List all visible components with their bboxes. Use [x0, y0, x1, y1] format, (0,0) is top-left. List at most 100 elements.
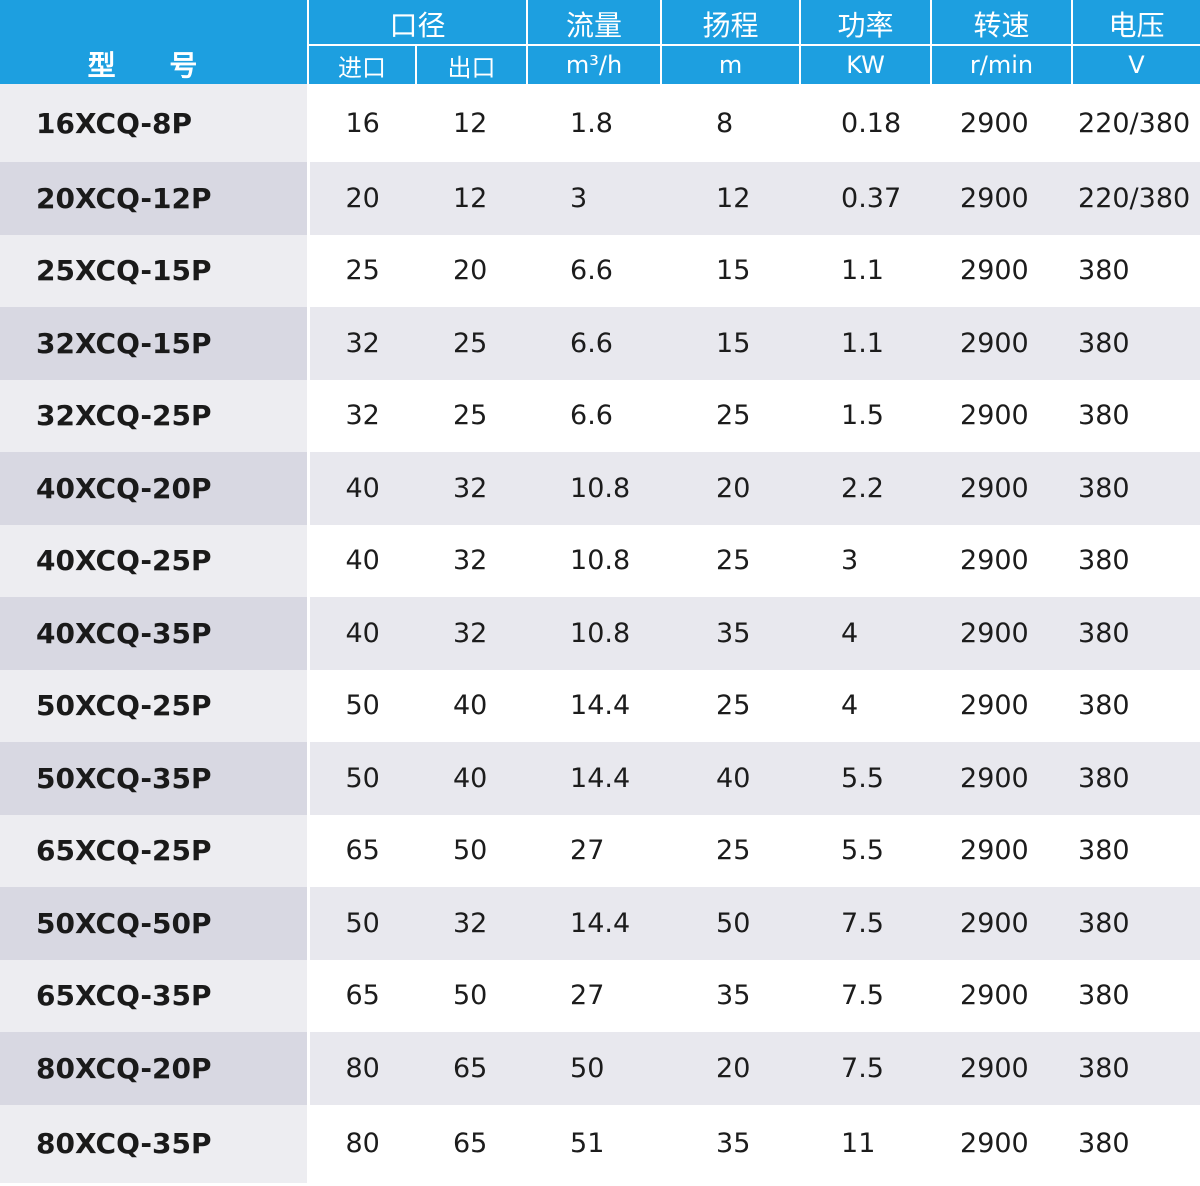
cell-outlet: 25: [416, 379, 528, 452]
header-speed-unit: r/min: [931, 44, 1074, 84]
cell-outlet: 65: [416, 1032, 528, 1105]
cell-voltage: 220/380: [1072, 162, 1200, 235]
cell-speed: 2900: [931, 597, 1073, 670]
cell-inlet: 65: [308, 814, 416, 887]
cell-outlet: 20: [416, 234, 528, 307]
cell-inlet: 50: [308, 669, 416, 742]
cell-head: 8: [661, 84, 801, 162]
cell-head: 35: [661, 1104, 801, 1183]
cell-power: 7.5: [800, 1032, 932, 1105]
cell-model: 50XCQ-50P: [0, 887, 310, 960]
cell-power: 2.2: [800, 452, 932, 525]
header-caliber: 口径: [308, 0, 529, 45]
cell-speed: 2900: [931, 742, 1073, 815]
cell-model: 40XCQ-35P: [0, 597, 310, 670]
cell-flow: 6.6: [527, 307, 662, 380]
header-power-unit: KW: [800, 44, 933, 84]
cell-model: 40XCQ-20P: [0, 452, 310, 525]
table-row: 25XCQ-15P 25 20 6.6 15 1.1 2900 380: [0, 234, 1200, 307]
cell-inlet: 40: [308, 452, 416, 525]
cell-head: 20: [661, 1032, 801, 1105]
table-row: 65XCQ-35P 65 50 27 35 7.5 2900 380: [0, 959, 1200, 1032]
cell-voltage: 380: [1072, 379, 1200, 452]
cell-inlet: 40: [308, 597, 416, 670]
cell-flow: 6.6: [527, 234, 662, 307]
cell-power: 1.5: [800, 379, 932, 452]
cell-flow: 14.4: [527, 669, 662, 742]
cell-head: 12: [661, 162, 801, 235]
cell-outlet: 32: [416, 597, 528, 670]
cell-speed: 2900: [931, 814, 1073, 887]
cell-head: 25: [661, 379, 801, 452]
cell-inlet: 25: [308, 234, 416, 307]
cell-model: 65XCQ-35P: [0, 959, 310, 1032]
cell-outlet: 32: [416, 887, 528, 960]
cell-power: 7.5: [800, 959, 932, 1032]
cell-model: 32XCQ-15P: [0, 307, 310, 380]
cell-model: 40XCQ-25P: [0, 524, 310, 597]
cell-speed: 2900: [931, 162, 1073, 235]
header-voltage: 电压: [1072, 0, 1200, 45]
header-outlet: 出口: [416, 44, 529, 84]
cell-inlet: 32: [308, 307, 416, 380]
cell-voltage: 380: [1072, 597, 1200, 670]
cell-voltage: 380: [1072, 1032, 1200, 1105]
cell-inlet: 32: [308, 379, 416, 452]
cell-speed: 2900: [931, 669, 1073, 742]
cell-outlet: 32: [416, 524, 528, 597]
cell-power: 4: [800, 669, 932, 742]
cell-model: 65XCQ-25P: [0, 814, 310, 887]
cell-voltage: 380: [1072, 959, 1200, 1032]
cell-speed: 2900: [931, 1032, 1073, 1105]
cell-outlet: 12: [416, 84, 528, 162]
cell-power: 0.37: [800, 162, 932, 235]
cell-flow: 3: [527, 162, 662, 235]
cell-outlet: 65: [416, 1104, 528, 1183]
cell-power: 5.5: [800, 814, 932, 887]
cell-voltage: 220/380: [1072, 84, 1200, 162]
cell-head: 35: [661, 959, 801, 1032]
cell-outlet: 32: [416, 452, 528, 525]
table-row: 65XCQ-25P 65 50 27 25 5.5 2900 380: [0, 814, 1200, 887]
cell-voltage: 380: [1072, 234, 1200, 307]
header-voltage-unit: V: [1072, 44, 1200, 84]
cell-voltage: 380: [1072, 669, 1200, 742]
table-header: 型 号 口径 流量 扬程 功率 转速 电压 进口 出口 m³/h m KW r/…: [0, 0, 1200, 84]
header-head: 扬程: [661, 0, 802, 45]
cell-outlet: 40: [416, 742, 528, 815]
cell-outlet: 50: [416, 814, 528, 887]
cell-head: 20: [661, 452, 801, 525]
cell-power: 1.1: [800, 307, 932, 380]
cell-voltage: 380: [1072, 887, 1200, 960]
table-row: 16XCQ-8P 16 12 1.8 8 0.18 2900 220/380: [0, 84, 1200, 162]
cell-voltage: 380: [1072, 742, 1200, 815]
cell-flow: 51: [527, 1104, 662, 1183]
table-row: 50XCQ-50P 50 32 14.4 50 7.5 2900 380: [0, 887, 1200, 960]
header-model: 型 号: [0, 0, 309, 84]
table-row: 40XCQ-25P 40 32 10.8 25 3 2900 380: [0, 524, 1200, 597]
cell-voltage: 380: [1072, 1104, 1200, 1183]
table-row: 20XCQ-12P 20 12 3 12 0.37 2900 220/380: [0, 162, 1200, 235]
cell-power: 0.18: [800, 84, 932, 162]
cell-head: 25: [661, 814, 801, 887]
cell-inlet: 20: [308, 162, 416, 235]
cell-flow: 1.8: [527, 84, 662, 162]
cell-model: 20XCQ-12P: [0, 162, 310, 235]
cell-inlet: 65: [308, 959, 416, 1032]
cell-head: 25: [661, 524, 801, 597]
cell-flow: 10.8: [527, 452, 662, 525]
cell-model: 16XCQ-8P: [0, 84, 310, 162]
table-row: 50XCQ-35P 50 40 14.4 40 5.5 2900 380: [0, 742, 1200, 815]
cell-speed: 2900: [931, 307, 1073, 380]
cell-speed: 2900: [931, 84, 1073, 162]
cell-flow: 10.8: [527, 597, 662, 670]
cell-flow: 50: [527, 1032, 662, 1105]
cell-head: 40: [661, 742, 801, 815]
cell-model: 80XCQ-20P: [0, 1032, 310, 1105]
table-row: 80XCQ-35P 80 65 51 35 11 2900 380: [0, 1104, 1200, 1183]
table-row: 32XCQ-25P 32 25 6.6 25 1.5 2900 380: [0, 379, 1200, 452]
cell-flow: 27: [527, 814, 662, 887]
cell-speed: 2900: [931, 452, 1073, 525]
table-row: 80XCQ-20P 80 65 50 20 7.5 2900 380: [0, 1032, 1200, 1105]
cell-inlet: 80: [308, 1032, 416, 1105]
